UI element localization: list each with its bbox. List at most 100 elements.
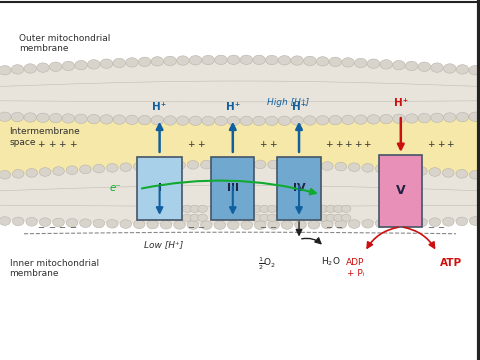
Circle shape bbox=[469, 170, 480, 179]
Circle shape bbox=[267, 214, 277, 221]
Circle shape bbox=[393, 60, 405, 70]
Circle shape bbox=[120, 163, 132, 171]
Text: +: + bbox=[325, 140, 333, 149]
Circle shape bbox=[429, 218, 441, 226]
Circle shape bbox=[113, 115, 125, 124]
Text: H$_2$O: H$_2$O bbox=[322, 256, 341, 268]
Circle shape bbox=[201, 221, 212, 229]
Circle shape bbox=[265, 116, 278, 126]
Circle shape bbox=[416, 218, 427, 227]
Circle shape bbox=[342, 115, 354, 125]
Circle shape bbox=[406, 114, 418, 123]
Circle shape bbox=[120, 220, 132, 228]
Circle shape bbox=[355, 58, 367, 68]
Bar bbox=[379, 155, 422, 227]
Circle shape bbox=[87, 114, 100, 124]
Circle shape bbox=[66, 219, 78, 227]
Circle shape bbox=[355, 115, 367, 124]
Circle shape bbox=[189, 116, 202, 125]
Text: +: + bbox=[259, 140, 267, 149]
Circle shape bbox=[444, 64, 456, 73]
Circle shape bbox=[291, 56, 303, 65]
Text: I: I bbox=[157, 183, 162, 193]
Circle shape bbox=[49, 62, 62, 71]
Circle shape bbox=[241, 160, 252, 168]
Circle shape bbox=[252, 214, 262, 221]
Circle shape bbox=[160, 161, 172, 170]
Circle shape bbox=[304, 116, 316, 125]
Circle shape bbox=[198, 214, 207, 221]
Circle shape bbox=[380, 114, 393, 124]
Circle shape bbox=[138, 57, 151, 67]
Circle shape bbox=[151, 57, 164, 66]
Bar bbox=[137, 157, 182, 220]
Circle shape bbox=[182, 214, 192, 221]
Circle shape bbox=[39, 218, 51, 226]
Circle shape bbox=[334, 214, 343, 221]
Text: e⁻: e⁻ bbox=[109, 183, 121, 193]
Circle shape bbox=[444, 113, 456, 122]
Circle shape bbox=[281, 221, 293, 229]
Text: Intermembrane
space: Intermembrane space bbox=[10, 127, 80, 147]
Text: H⁺: H⁺ bbox=[394, 98, 408, 108]
Text: −: − bbox=[69, 223, 76, 232]
Circle shape bbox=[326, 214, 336, 221]
Circle shape bbox=[342, 58, 354, 67]
Text: −: − bbox=[37, 223, 44, 232]
Circle shape bbox=[215, 55, 227, 64]
Text: +: + bbox=[446, 140, 454, 149]
Circle shape bbox=[362, 163, 373, 172]
Text: +: + bbox=[48, 140, 55, 149]
Circle shape bbox=[198, 205, 207, 212]
Circle shape bbox=[26, 217, 37, 226]
Circle shape bbox=[402, 166, 414, 175]
Circle shape bbox=[190, 214, 200, 221]
Circle shape bbox=[187, 221, 199, 229]
Circle shape bbox=[201, 160, 212, 169]
Circle shape bbox=[11, 65, 24, 74]
Circle shape bbox=[49, 113, 62, 123]
Circle shape bbox=[0, 217, 11, 225]
Bar bbox=[277, 157, 321, 220]
Circle shape bbox=[375, 164, 387, 173]
Bar bbox=[211, 157, 254, 220]
Circle shape bbox=[418, 113, 431, 123]
Circle shape bbox=[228, 160, 239, 168]
Circle shape bbox=[443, 217, 454, 226]
Text: ADP
+ Pᵢ: ADP + Pᵢ bbox=[346, 258, 364, 278]
Circle shape bbox=[80, 219, 91, 228]
Text: +: + bbox=[58, 140, 66, 149]
Circle shape bbox=[187, 161, 199, 169]
Circle shape bbox=[367, 115, 380, 124]
Circle shape bbox=[341, 214, 351, 221]
Circle shape bbox=[62, 61, 74, 71]
Text: −: − bbox=[325, 223, 332, 232]
Text: −: − bbox=[335, 223, 342, 232]
Circle shape bbox=[126, 115, 138, 125]
Circle shape bbox=[147, 220, 158, 229]
Circle shape bbox=[393, 114, 405, 123]
Text: +: + bbox=[354, 140, 361, 149]
Circle shape bbox=[0, 66, 11, 75]
Text: Low [H⁺]: Low [H⁺] bbox=[144, 240, 183, 249]
Circle shape bbox=[24, 113, 36, 122]
Circle shape bbox=[260, 214, 269, 221]
Circle shape bbox=[36, 113, 49, 122]
Circle shape bbox=[443, 168, 454, 177]
Circle shape bbox=[12, 170, 24, 178]
Circle shape bbox=[268, 160, 279, 169]
Circle shape bbox=[160, 220, 172, 229]
Text: +: + bbox=[363, 140, 371, 149]
Circle shape bbox=[100, 59, 113, 68]
Circle shape bbox=[335, 220, 347, 229]
Circle shape bbox=[126, 58, 138, 67]
Text: +: + bbox=[187, 140, 195, 149]
Circle shape bbox=[295, 221, 306, 229]
Circle shape bbox=[113, 58, 125, 68]
Circle shape bbox=[329, 116, 342, 125]
Circle shape bbox=[316, 116, 329, 125]
Text: −: − bbox=[197, 223, 204, 232]
Circle shape bbox=[322, 162, 333, 170]
Circle shape bbox=[214, 221, 226, 229]
Circle shape bbox=[389, 219, 400, 228]
